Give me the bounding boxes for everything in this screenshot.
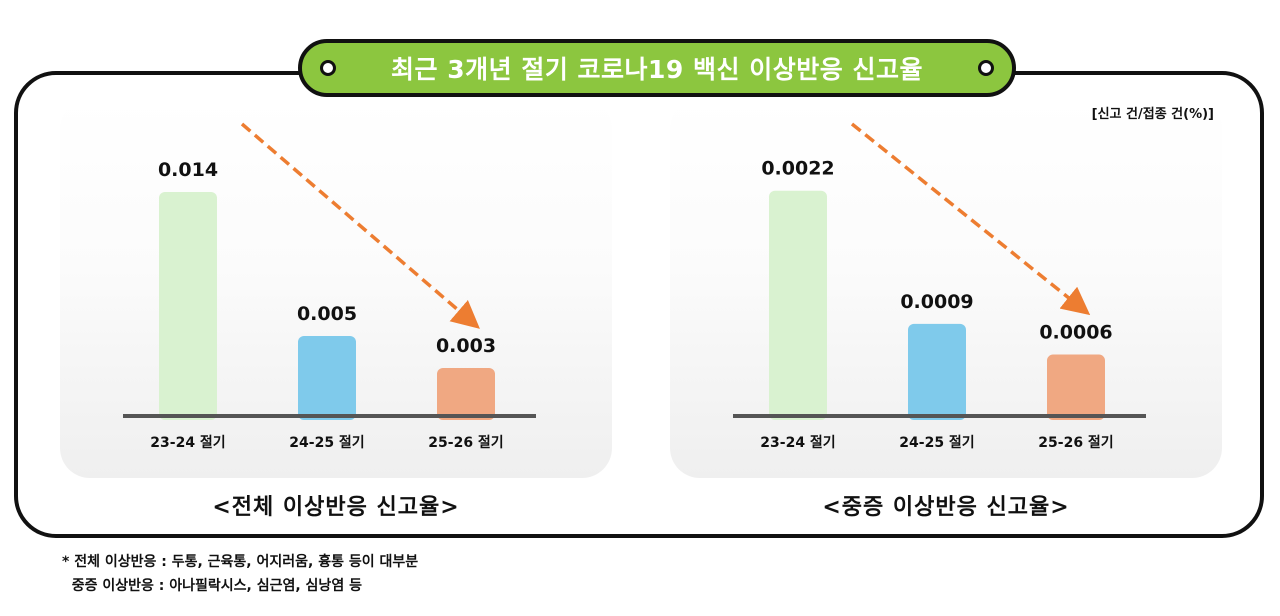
title-banner: 최근 3개년 절기 코로나19 백신 이상반응 신고율 <box>298 39 1016 97</box>
category-label-2: 24-25 절기 <box>289 435 364 451</box>
footnote-total: * 전체 이상반응 : 두통, 근육통, 어지러움, 흉통 등이 대부분 <box>62 554 419 570</box>
bar-3 <box>1047 354 1105 420</box>
bar-1 <box>159 192 217 420</box>
value-label-1: 0.014 <box>158 159 218 181</box>
chart-panel-total: 0.014 23-24 절기 0.005 24-25 절기 0.003 25-26 절기 <box>60 98 612 478</box>
trend-arrow <box>850 122 1091 316</box>
bar-1 <box>769 190 827 420</box>
value-label-3: 0.003 <box>436 335 496 357</box>
bar-chart-severe: 0.0022 23-24 절기 0.0009 24-25 절기 0.0006 25-26 … <box>733 122 1146 451</box>
footnote-severe: 중증 이상반응 : 아나필락시스, 심근염, 심낭염 등 <box>62 578 362 594</box>
value-label-2: 0.0009 <box>900 291 973 313</box>
chart-title-total: <전체 이상반응 신고율> <box>212 495 460 520</box>
main-title: 최근 3개년 절기 코로나19 백신 이상반응 신고율 <box>391 55 923 84</box>
category-label-3: 25-26 절기 <box>428 435 503 451</box>
category-label-3: 25-26 절기 <box>1038 435 1113 451</box>
bar-3 <box>437 368 495 420</box>
value-label-1: 0.0022 <box>761 158 834 180</box>
category-label-2: 24-25 절기 <box>899 435 974 451</box>
category-label-1: 23-24 절기 <box>150 435 225 451</box>
bar-2 <box>908 323 966 420</box>
category-label-1: 23-24 절기 <box>760 435 835 451</box>
value-label-2: 0.005 <box>297 303 357 325</box>
chart-panel-severe: 0.0022 23-24 절기 0.0009 24-25 절기 0.0006 25-26 … <box>670 98 1222 478</box>
bar-2 <box>298 336 356 420</box>
trend-arrow <box>240 122 480 329</box>
bar-chart-total: 0.014 23-24 절기 0.005 24-25 절기 0.003 25-26 절기 <box>123 122 536 451</box>
chart-title-severe: <중증 이상반응 신고율> <box>822 495 1070 520</box>
value-label-3: 0.0006 <box>1039 322 1112 344</box>
bullet-dot-icon <box>320 60 336 76</box>
bullet-dot-icon <box>978 60 994 76</box>
unit-label: [신고 건/접종 건(%)] <box>1091 107 1214 122</box>
